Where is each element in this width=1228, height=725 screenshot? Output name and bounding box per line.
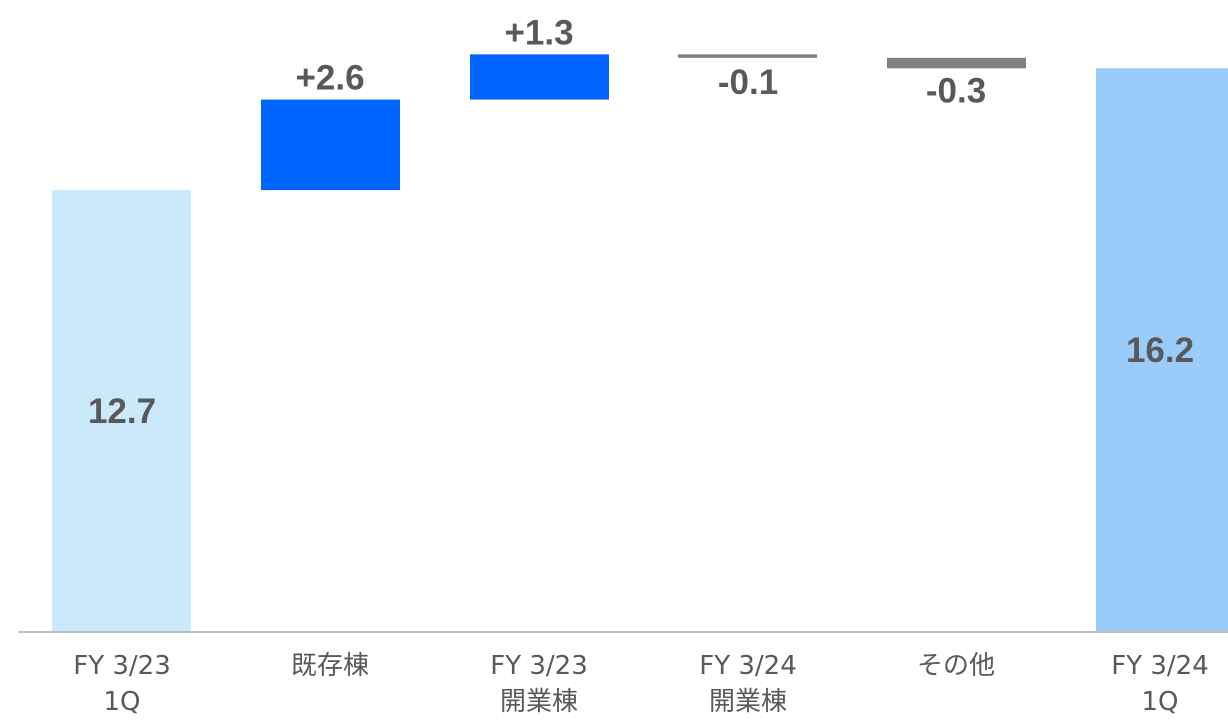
x-tick-label-1: 既存棟	[291, 651, 369, 681]
bar-1	[261, 99, 400, 191]
x-tick-label-4: その他	[917, 651, 995, 681]
data-label-4: -0.3	[926, 71, 986, 110]
bar-0	[52, 190, 191, 632]
bar-5	[1096, 68, 1228, 632]
x-tick-label-0: FY 3/23 1Q	[73, 651, 171, 717]
data-label-3: -0.1	[718, 63, 778, 102]
bar-2	[470, 54, 609, 100]
bar-3	[678, 54, 817, 58]
x-tick-label-2: FY 3/23 開業棟	[490, 651, 588, 717]
x-tick-label-5: FY 3/24 1Q	[1111, 651, 1209, 717]
data-label-1: +2.6	[295, 59, 364, 98]
data-label-5: 16.2	[1126, 331, 1194, 370]
data-label-2: +1.3	[504, 13, 573, 52]
data-label-0: 12.7	[88, 392, 156, 431]
x-tick-label-3: FY 3/24 開業棟	[699, 651, 797, 717]
bar-4	[887, 57, 1026, 69]
